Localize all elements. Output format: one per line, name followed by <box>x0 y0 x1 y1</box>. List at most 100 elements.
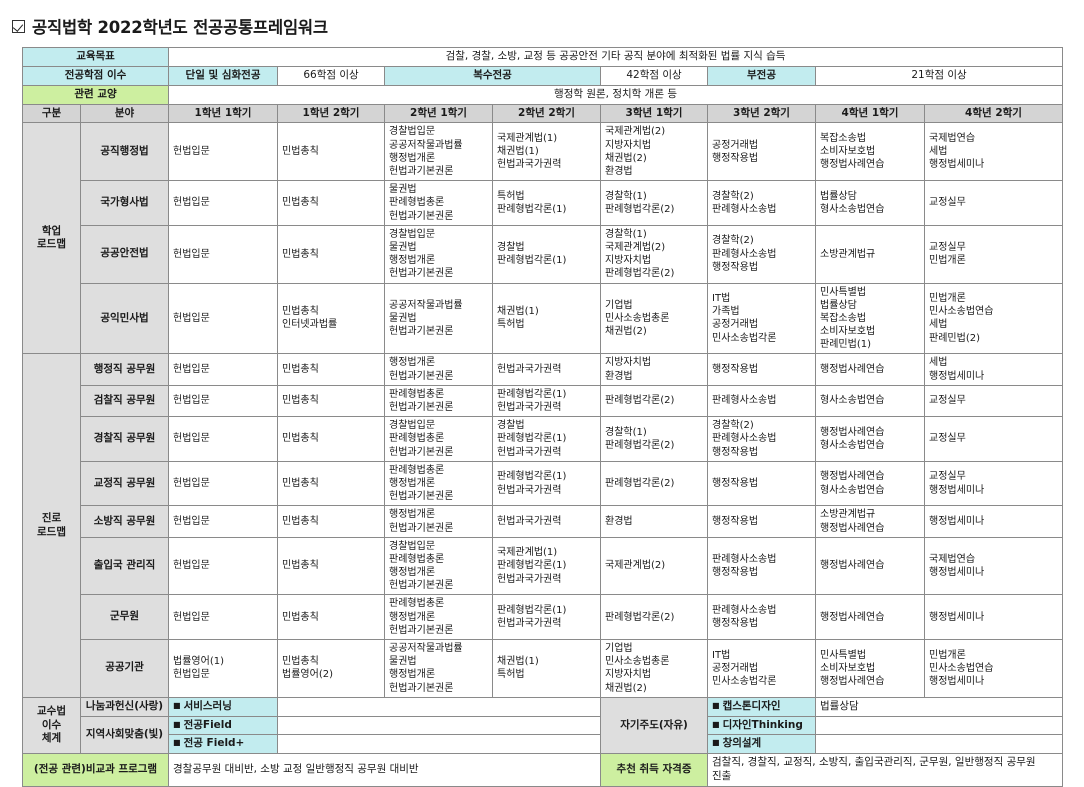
course-item: 헌법과기본권론 <box>389 210 454 222</box>
course-item: 헌법과국가권력 <box>497 618 562 630</box>
course-item: 국제법연습 <box>929 553 976 565</box>
course-item: 민법총칙 <box>282 395 319 407</box>
col-header-semester-1: 1학년 2학기 <box>277 103 386 124</box>
bullet-square-icon: ■ <box>712 738 720 748</box>
course-item: 판례형법각론(1) <box>497 388 567 400</box>
liberal-arts-value: 행정학 원론, 정치학 개론 등 <box>168 84 1064 105</box>
course-cell: 민사특별법 법률상담 복잡소송법 소비자보호법 판례민법(1) <box>815 282 926 355</box>
course-cell: 판례형법각론(2) <box>600 384 709 418</box>
course-item: 세법 <box>929 319 948 331</box>
course-item: 헌법입문 <box>173 477 210 489</box>
col-header-semester-5: 3학년 2학기 <box>707 103 817 124</box>
course-item: 헌법과기본권론 <box>389 491 454 503</box>
course-item: 지방자치법 <box>605 255 652 267</box>
course-item: 환경법 <box>605 370 633 382</box>
credit-type-1: 복수전공 <box>384 65 602 86</box>
course-cell: 국제관계법(1) 판례형법각론(1) 헌법과국가권력 <box>492 536 602 596</box>
course-item: 행정작용법 <box>712 261 759 273</box>
course-cell: 헌법입문 <box>168 122 279 182</box>
course-cell: 경찰법 판례형법각론(1) 헌법과국가권력 <box>492 416 602 462</box>
course-cell: 경찰법입문 공공저작물과법률 행정법개론 헌법과기본권론 <box>384 122 494 182</box>
course-item: 행정법사례연습 <box>820 364 885 376</box>
course-cell: 판례형사소송법 행정작용법 <box>707 594 817 640</box>
col-header-semester-3: 2학년 2학기 <box>492 103 602 124</box>
course-item: 헌법과기본권론 <box>389 402 454 413</box>
self-directed-tag: ■ 캡스톤디자인 <box>707 696 817 717</box>
course-item: 법률영어(1) <box>173 656 224 668</box>
col-header-semester-4: 3학년 1학기 <box>600 103 709 124</box>
course-item: 특허법 <box>497 319 525 331</box>
course-cell: 공정거래법 행정작용법 <box>707 122 817 182</box>
bullet-square-icon: ■ <box>712 719 720 729</box>
course-item: 민법총칙 <box>282 560 319 572</box>
course-cell: 판례형법총론 행정법개론 헌법과기본권론 <box>384 594 494 640</box>
course-cell: 법률상담 형사소송법연습 <box>815 180 926 226</box>
page-title: 공직법학 2022학년도 전공공통프레임워크 <box>0 0 1084 47</box>
course-item: 경찰법 <box>497 241 525 253</box>
course-item: 헌법과국가권력 <box>497 515 562 527</box>
course-item: 민사소송법총론 <box>605 656 670 668</box>
course-item: 판례형사소송법 <box>712 203 777 215</box>
course-item: 행정작용법 <box>712 477 759 489</box>
teaching-tag: ■ 전공 Field+ <box>168 734 279 755</box>
course-item: 판례형법총론 <box>389 197 445 209</box>
certificate-value: 검찰직, 경찰직, 교정직, 소방직, 출입국관리직, 군무원, 일반행정직 공… <box>707 753 1064 787</box>
course-item: 소비자보호법 <box>820 146 876 158</box>
page-title-text: 공직법학 2022학년도 전공공통프레임워크 <box>32 18 328 37</box>
course-item: 판례형법각론(1) <box>497 605 567 617</box>
course-item: 행정법개론 <box>389 477 436 489</box>
course-item: 헌법과기본권론 <box>389 268 454 280</box>
col-header-semester-2: 2학년 1학기 <box>384 103 494 124</box>
course-item: 민법개론 <box>929 293 966 305</box>
course-item: 물권법 <box>389 241 417 253</box>
course-cell: 국제법연습 행정법세미나 <box>924 536 1064 596</box>
course-item: 경찰학(2) <box>712 235 754 247</box>
course-cell: 민법총칙 <box>277 594 386 640</box>
course-item: 경찰법입문 <box>389 420 436 432</box>
course-cell: 헌법입문 <box>168 384 279 418</box>
course-cell: 헌법과국가권력 <box>492 353 602 386</box>
course-item: 민법총칙 <box>282 146 319 158</box>
course-item: 헌법과기본권론 <box>389 326 454 338</box>
course-item: 민법총칙 <box>282 515 319 527</box>
course-item: 공공저작물과법률 <box>389 643 463 654</box>
table-row: 출입국 관리직 헌법입문 민법총칙 경찰법입문 판례형법총론 행정법개론 헌법과기본권론 국제… <box>23 536 1064 596</box>
course-item: 행정법사례연습 <box>820 426 885 438</box>
course-item: 행정법개론 <box>389 255 436 267</box>
course-item: 민법개론 <box>929 255 966 267</box>
course-cell: 판례형사소송법 <box>707 384 817 418</box>
course-item: 행정작용법 <box>712 152 759 164</box>
credit-type-0: 단일 및 심화전공 <box>168 65 279 86</box>
course-item: 공공저작물과법률 <box>389 299 463 311</box>
course-cell: IT법 공정거래법 민사소송법각론 <box>707 639 817 698</box>
course-item: 민법총칙 <box>282 306 319 318</box>
course-item: 경찰법입문 <box>389 540 436 552</box>
course-item: 판례형사소송법 <box>712 395 777 407</box>
course-cell: 민법총칙 인터넷과법률 <box>277 282 386 355</box>
course-cell: 국제관계법(2) <box>600 536 709 596</box>
course-item: 헌법과기본권론 <box>389 522 454 534</box>
field-label: 군무원 <box>79 594 170 640</box>
course-item: 채권법(1) <box>497 306 539 318</box>
course-item: 민법총칙 <box>282 477 319 489</box>
course-cell: 형사소송법연습 <box>815 384 926 418</box>
col-header-semester-7: 4학년 2학기 <box>924 103 1064 124</box>
course-item: 판례형사소송법 <box>712 553 777 565</box>
course-item: 판례형사소송법 <box>712 433 777 445</box>
course-item: 복잡소송법 <box>820 133 867 145</box>
course-item: 세법 <box>929 146 948 158</box>
course-item: 행정법사례연습 <box>820 611 885 623</box>
course-cell: 지방자치법 환경법 <box>600 353 709 386</box>
table-row: 공공안전법 헌법입문 민법총칙 경찰법입문 물권법 행정법개론 헌법과기본권론 경찰법 판례형법… <box>23 224 1064 284</box>
field-label: 국가형사법 <box>79 180 170 226</box>
field-label: 검찰직 공무원 <box>79 384 170 418</box>
teaching-system-label: 교수법 이수 체계 <box>22 696 81 755</box>
field-label: 행정직 공무원 <box>79 353 170 386</box>
teaching-method-row: 지역사회맞춤(빛) ■ 전공Field ■ 디자인Thinking <box>23 715 1064 755</box>
course-item: 행정작용법 <box>712 446 759 458</box>
self-directed-note <box>815 734 1064 755</box>
teaching-category: 지역사회맞춤(빛) <box>79 715 170 755</box>
course-item: 헌법입문 <box>173 197 210 209</box>
course-item: 공정거래법 <box>712 319 759 331</box>
course-cell: 민법총칙 <box>277 536 386 596</box>
